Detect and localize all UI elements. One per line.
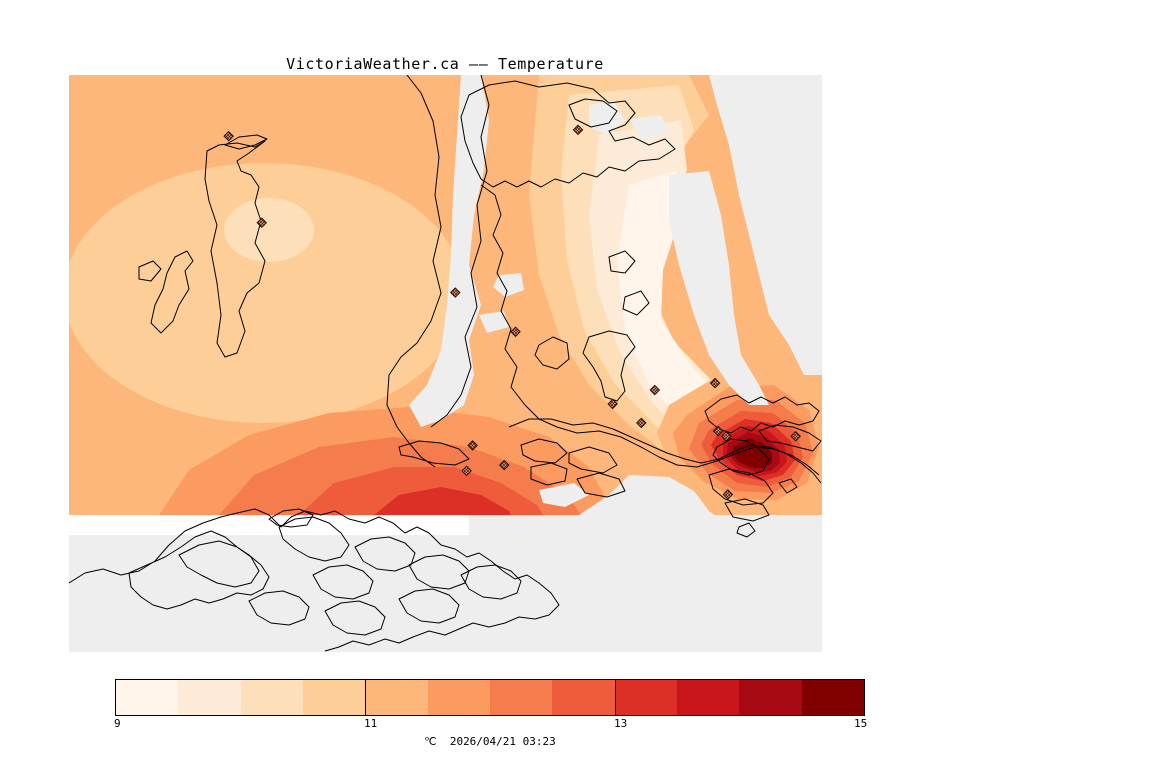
station-marker[interactable]: [256, 217, 268, 229]
colorbar-cell: [614, 680, 677, 715]
colorbar-gradient[interactable]: [115, 679, 865, 716]
colorbar-major-tick: [365, 679, 366, 716]
station-marker[interactable]: [722, 489, 734, 500]
sea-mask-layer: [69, 75, 822, 652]
colorbar-cell: [116, 680, 179, 715]
station-marker[interactable]: [709, 377, 721, 389]
colorbar-cell: [302, 680, 366, 715]
station-marker[interactable]: [790, 430, 801, 442]
colorbar-cell: [739, 680, 802, 715]
station-marker[interactable]: [635, 417, 647, 429]
station-marker[interactable]: [649, 384, 661, 396]
station-marker[interactable]: [721, 430, 732, 442]
station-marker[interactable]: [467, 440, 478, 451]
page-title: VictoriaWeather.ca —— Temperature: [286, 55, 604, 73]
colorbar[interactable]: 9 11 13 15 ℃ 2026/04/21 03:23: [114, 679, 867, 748]
colorbar-major-tick: [615, 679, 616, 716]
colorbar-units-label: ℃ 2026/04/21 03:23: [424, 735, 556, 748]
station-marker[interactable]: [572, 124, 584, 136]
contour-map-svg[interactable]: [69, 75, 822, 652]
colorbar-cell: [489, 680, 553, 715]
station-marker-layer[interactable]: [223, 124, 801, 500]
station-marker[interactable]: [223, 130, 234, 142]
station-marker[interactable]: [712, 425, 724, 437]
station-marker[interactable]: [510, 326, 521, 338]
colorbar-tick-label: 9: [114, 717, 121, 730]
colorbar-tick-label: 15: [854, 717, 868, 730]
station-marker[interactable]: [449, 287, 461, 298]
map-panel[interactable]: [69, 75, 822, 652]
colorbar-cell: [801, 680, 864, 715]
colorbar-tick-label: 11: [364, 717, 378, 730]
station-marker[interactable]: [498, 459, 510, 471]
coastline-layer: [69, 75, 822, 652]
colorbar-cell: [552, 680, 615, 715]
station-marker[interactable]: [461, 465, 472, 477]
colorbar-cell: [240, 680, 303, 715]
colorbar-cell: [676, 680, 740, 715]
colorbar-cell: [178, 680, 241, 715]
colorbar-tick-label: 13: [614, 717, 628, 730]
colorbar-cell: [365, 680, 428, 715]
station-marker[interactable]: [607, 398, 618, 410]
colorbar-cell: [427, 680, 490, 715]
